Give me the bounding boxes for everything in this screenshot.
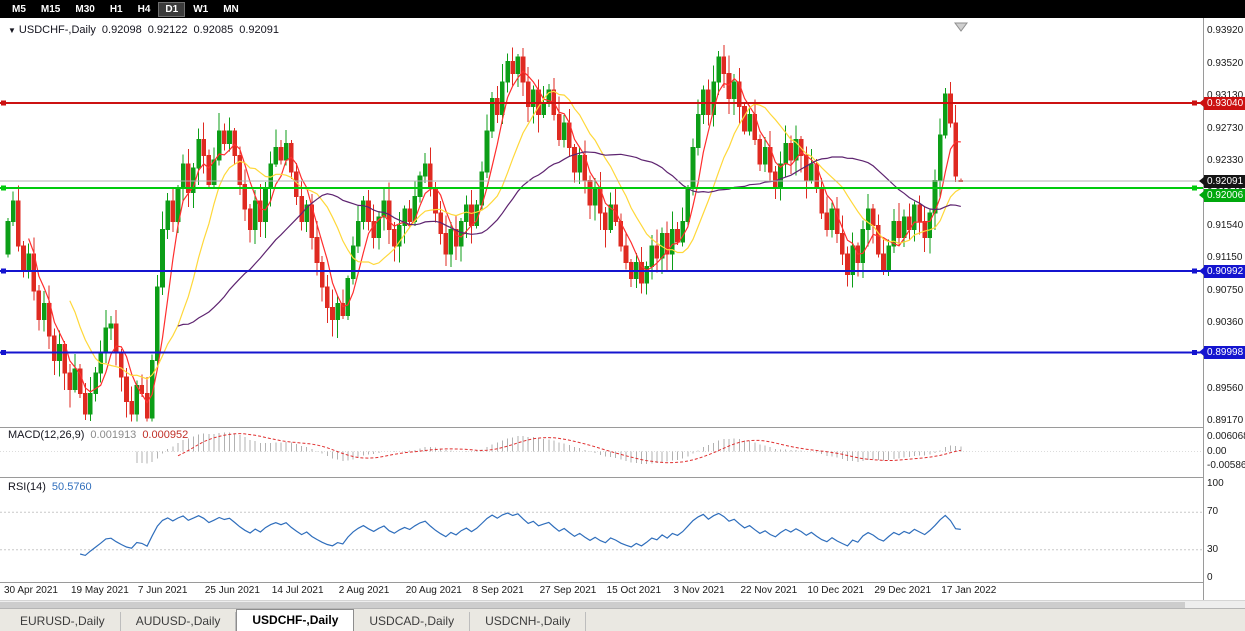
moving-averages-layer xyxy=(28,70,962,404)
pane-separator-main-macd[interactable] xyxy=(0,427,1245,428)
price-tick: 0.89560 xyxy=(1207,382,1244,394)
hline-handle-right xyxy=(1192,100,1197,106)
price-tick: 0.93130 xyxy=(1207,89,1244,101)
hline-objects-layer[interactable] xyxy=(0,100,1203,356)
date-label: 19 May 2021 xyxy=(70,585,129,596)
timeframe-button-d1[interactable]: D1 xyxy=(158,1,186,17)
ma-line-34 xyxy=(177,151,961,327)
hline-handle-right xyxy=(1192,350,1197,356)
rsi-axis-tick: 0 xyxy=(1207,572,1213,583)
price-tick: 0.91540 xyxy=(1207,220,1244,232)
rsi-axis-tick: 100 xyxy=(1207,478,1224,489)
macd-histogram xyxy=(136,432,962,464)
ohlc-close: 0.92091 xyxy=(239,24,279,36)
date-label: 3 Nov 2021 xyxy=(673,585,725,596)
tab-usdchf[interactable]: USDCHF-,Daily xyxy=(236,609,355,631)
time-axis[interactable]: 30 Apr 2021 19 May 2021 7 Jun 2021 25 Jun 2… xyxy=(0,582,1203,600)
chart-canvas[interactable] xyxy=(0,18,1203,582)
price-tick: 0.89170 xyxy=(1207,414,1244,426)
hline-handle-right xyxy=(1192,185,1197,191)
timeframe-button-m30[interactable]: M30 xyxy=(75,3,95,15)
ohlc-low: 0.92085 xyxy=(193,24,234,36)
timeframe-button-m15[interactable]: M15 xyxy=(40,3,61,15)
hline-handle-left xyxy=(1,100,6,106)
ohlc-open: 0.92098 xyxy=(101,24,142,36)
chart-shift-marker[interactable] xyxy=(954,22,968,32)
timeframe-button-mn[interactable]: MN xyxy=(223,3,239,15)
ma-line-13 xyxy=(69,90,962,380)
hline-handle-left xyxy=(1,185,6,191)
timeframe-button-h1[interactable]: H1 xyxy=(109,3,123,15)
price-marker-0.92006: 0.92006 xyxy=(1199,189,1245,202)
current-price-marker: 0.92091 xyxy=(1199,175,1245,188)
hline-handle-left xyxy=(1,350,6,356)
price-axis[interactable]: 0.939200.935200.931300.927300.923300.919… xyxy=(1199,18,1245,600)
ohlc-high: 0.92122 xyxy=(147,24,188,36)
date-label: 17 Jan 2022 xyxy=(941,585,997,596)
macd-label: MACD(12,26,9) 0.001913 0.000952 xyxy=(8,429,194,441)
tab-usdcnh[interactable]: USDCNH-,Daily xyxy=(470,612,587,631)
tab-audusd[interactable]: AUDUSD-,Daily xyxy=(121,612,237,631)
timeframe-toolbar: M5 M15 M30 H1 H4 D1 W1 MN xyxy=(0,0,1245,18)
price-tick: 0.92730 xyxy=(1207,122,1244,134)
tab-eurusd[interactable]: EURUSD-,Daily xyxy=(5,612,121,631)
pane-separator-rsi-dates xyxy=(0,582,1245,583)
timeframe-button-w1[interactable]: W1 xyxy=(193,3,209,15)
date-label: 10 Dec 2021 xyxy=(807,585,865,596)
date-label: 25 Jun 2021 xyxy=(204,585,260,596)
date-label: 2 Aug 2021 xyxy=(338,585,390,596)
rsi-axis-tick: 30 xyxy=(1207,543,1219,555)
date-label: 7 Jun 2021 xyxy=(137,585,188,596)
date-label: 14 Jul 2021 xyxy=(271,585,324,596)
symbol-label: USDCHF-,Daily xyxy=(18,24,96,36)
hline-handle-right xyxy=(1192,268,1197,274)
date-label: 8 Sep 2021 xyxy=(472,585,524,596)
macd-axis-tick: -0.005869 xyxy=(1207,459,1245,471)
rsi-axis-tick: 70 xyxy=(1207,506,1219,518)
price-marker-0.93040: 0.93040 xyxy=(1199,97,1245,110)
price-tick: 0.90750 xyxy=(1207,285,1244,296)
chart-scrollbar[interactable] xyxy=(0,600,1245,608)
macd-signal-line xyxy=(177,433,961,464)
tab-usdcad[interactable]: USDCAD-,Daily xyxy=(354,612,471,631)
macd-main-value: 0.001913 xyxy=(90,429,137,441)
price-tick: 0.92330 xyxy=(1207,155,1244,167)
price-tick: 0.93520 xyxy=(1207,57,1244,69)
date-label: 22 Nov 2021 xyxy=(740,585,798,596)
chart-tabs: EURUSD-,Daily AUDUSD-,Daily USDCHF-,Dail… xyxy=(0,608,1245,631)
price-tick: 0.90360 xyxy=(1207,316,1244,328)
rsi-value: 50.5760 xyxy=(51,481,92,493)
macd-axis-tick: 0.006068 xyxy=(1207,430,1245,442)
price-marker-0.89998: 0.89998 xyxy=(1199,346,1245,359)
macd-signal-value: 0.000952 xyxy=(142,429,189,441)
rsi-name: RSI(14) xyxy=(8,481,46,493)
rsi-label: RSI(14) 50.5760 xyxy=(8,481,98,493)
macd-name: MACD(12,26,9) xyxy=(8,429,85,441)
date-label: 30 Apr 2021 xyxy=(4,585,58,596)
date-label: 29 Dec 2021 xyxy=(874,585,932,596)
date-label: 27 Sep 2021 xyxy=(539,585,597,596)
scrollbar-thumb[interactable] xyxy=(0,602,1185,608)
price-tick: 0.91150 xyxy=(1207,252,1243,264)
ohlc-header: ▼ USDCHF-,Daily 0.92098 0.92122 0.92085 0.920… xyxy=(8,24,285,36)
price-axis-separator xyxy=(1203,18,1204,600)
timeframe-button-h4[interactable]: H4 xyxy=(137,3,151,15)
pane-separator-macd-rsi[interactable] xyxy=(0,477,1245,478)
chart-menu-icon[interactable]: ▼ xyxy=(8,26,16,35)
price-tick: 0.93920 xyxy=(1207,25,1244,36)
rsi-line xyxy=(79,512,961,557)
hline-handle-left xyxy=(1,268,6,274)
date-label: 15 Oct 2021 xyxy=(606,585,662,596)
candles-layer xyxy=(5,45,964,422)
macd-axis-tick: 0.00 xyxy=(1207,445,1227,457)
ma-line-5 xyxy=(28,70,961,404)
price-marker-0.90992: 0.90992 xyxy=(1199,265,1245,278)
timeframe-button-m5[interactable]: M5 xyxy=(12,3,26,15)
date-label: 20 Aug 2021 xyxy=(405,585,462,596)
